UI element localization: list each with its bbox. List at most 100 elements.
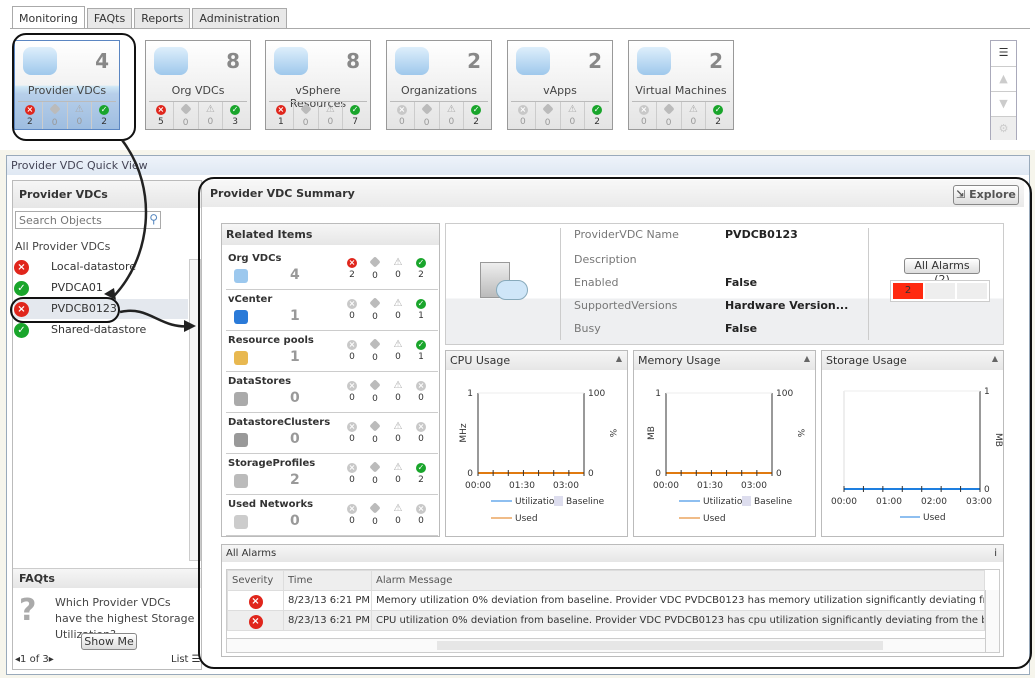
list-item[interactable]: × Local-datastore (14, 257, 188, 277)
tile-stat[interactable]: × 1 (269, 102, 293, 129)
list-item[interactable]: ✓ Shared-datastore (14, 320, 188, 340)
related-item[interactable]: DatastoreClusters 0 × 0 0 ⚠ 0 × 0 (226, 413, 438, 454)
tab-faqts[interactable]: FAQts (86, 8, 133, 28)
y-axis-label: MB (647, 426, 657, 440)
critical-alarm-count[interactable]: 2 (893, 283, 923, 299)
related-item-name: StorageProfiles (228, 458, 316, 469)
tile-stat[interactable]: 0 (172, 102, 198, 129)
tile-org-vdcs[interactable]: 8 Org VDCs × 5 0 ⚠ 0 ✓ 3 (145, 40, 251, 130)
tile-vapps[interactable]: 2 vApps × 0 0 ⚠ 0 ✓ 2 (507, 40, 613, 130)
related-item[interactable]: Org VDCs 4 × 2 0 ⚠ 0 ✓ 2 (226, 249, 438, 290)
alarms-hscrollbar[interactable] (227, 638, 985, 652)
related-stat-count: 0 (395, 352, 401, 362)
alarm-row[interactable]: × 8/23/13 6:21 PM CPU utilization 0% devia… (227, 610, 985, 631)
tile-stat[interactable]: ⚠ 0 (317, 102, 343, 129)
tile-vsphere-resources[interactable]: 8 vSphere Resources × 1 0 ⚠ 0 ✓ 7 (265, 40, 371, 130)
list-menu-icon[interactable]: ☰ (998, 46, 1009, 59)
tile-provider-vdcs[interactable]: 4 Provider VDCs × 2 0 ⚠ 0 ✓ 2 (14, 40, 120, 130)
tile-stat-count: 5 (158, 117, 164, 127)
tab-reports[interactable]: Reports (134, 8, 191, 28)
collapse-icon[interactable]: ▲ (615, 354, 622, 363)
tile-stat-count: 1 (278, 117, 284, 127)
tile-stat[interactable]: 0 (655, 102, 681, 129)
column-header[interactable]: Alarm Message (371, 570, 985, 591)
tile-stat[interactable]: × 0 (632, 102, 656, 129)
tile-stat[interactable]: ⚠ 0 (197, 102, 223, 129)
alarm-row[interactable]: × 8/23/13 6:21 PM Memory utilization 0% de… (227, 590, 985, 611)
tab-monitoring[interactable]: Monitoring (12, 6, 85, 28)
tile-label: Org VDCs (171, 84, 225, 97)
error-inactive-icon: × (347, 381, 357, 391)
search-icon[interactable]: ⚲ (149, 212, 158, 226)
related-stat-count: 0 (418, 393, 424, 403)
alarms-vscrollbar[interactable] (985, 590, 999, 652)
related-stat-count: 0 (372, 271, 378, 281)
tile-stat[interactable]: ⚠ 0 (559, 102, 585, 129)
tile-stat[interactable]: ⚠ 0 (438, 102, 464, 129)
critical-severity-icon: × (248, 615, 263, 629)
search-input[interactable] (16, 212, 142, 228)
related-item-count: 1 (290, 349, 300, 365)
tile-stat[interactable]: ✓ 2 (91, 102, 116, 129)
tile-stat[interactable]: 0 (292, 102, 318, 129)
tile-stat[interactable]: ✓ 2 (584, 102, 609, 129)
tile-stat[interactable]: ✓ 2 (705, 102, 730, 129)
info-icon[interactable]: i (994, 548, 997, 559)
tile-status-counts: × 0 0 ⚠ 0 ✓ 2 (632, 101, 730, 129)
related-item[interactable]: Used Networks 0 × 0 0 ⚠ 0 × 0 (226, 495, 438, 536)
tile-stat[interactable]: × 0 (511, 102, 535, 129)
related-item[interactable]: Resource pools 1 × 0 0 ⚠ 0 ✓ 1 (226, 331, 438, 372)
tab-administration[interactable]: Administration (192, 8, 287, 28)
tile-stat[interactable]: × 2 (18, 102, 42, 129)
explore-button[interactable]: ⇲ Explore (953, 185, 1019, 205)
tile-stat[interactable]: ⚠ 0 (680, 102, 706, 129)
tile-stat[interactable]: ⚠ 0 (66, 102, 92, 129)
tile-organizations[interactable]: 2 Organizations × 0 0 ⚠ 0 ✓ 2 (386, 40, 492, 130)
collapse-icon[interactable]: ▲ (803, 354, 810, 363)
related-item[interactable]: StorageProfiles 2 × 0 0 ⚠ 0 ✓ 2 (226, 454, 438, 495)
tile-count: 4 (95, 49, 109, 73)
tile-stat[interactable]: × 5 (149, 102, 173, 129)
tile-stat[interactable]: × 0 (390, 102, 414, 129)
settings-icon[interactable]: ⚙ (991, 116, 1016, 140)
scroll-down-icon[interactable]: ▼ (991, 91, 1016, 116)
property-value: False (725, 276, 758, 289)
tile-stat[interactable]: 0 (534, 102, 560, 129)
related-items-panel: Related Items Org VDCs 4 × 2 0 ⚠ 0 ✓ 2 vCenter 1 × 0… (221, 223, 440, 537)
related-item-stat: 0 (367, 296, 383, 322)
list-item[interactable]: ✓ PVDCA01 (14, 278, 188, 298)
y2-tick-label: 100 (776, 389, 793, 399)
scroll-up-icon[interactable]: ▲ (991, 66, 1016, 91)
warning-icon: ⚠ (688, 104, 698, 115)
list-item-name: Local-datastore (51, 260, 137, 273)
collapse-icon[interactable]: ▲ (991, 354, 998, 363)
tile-stat-count: 0 (207, 117, 214, 127)
related-item-stat: ⚠ 0 (390, 378, 406, 404)
error-inactive-icon: × (347, 504, 357, 514)
warning-alarm-count[interactable] (925, 283, 955, 299)
chart-title: Memory Usage (634, 351, 815, 370)
tile-stat[interactable]: ✓ 2 (463, 102, 488, 129)
related-stat-count: 0 (349, 475, 355, 485)
info-alarm-count[interactable] (957, 283, 987, 299)
tile-stat[interactable]: ✓ 7 (342, 102, 367, 129)
tile-stat[interactable]: 0 (41, 102, 67, 129)
related-item-icon (234, 392, 248, 406)
related-item[interactable]: DataStores 0 × 0 0 ⚠ 0 × 0 (226, 372, 438, 413)
warning-icon: ⚠ (393, 503, 403, 514)
tile-stat[interactable]: ✓ 3 (222, 102, 247, 129)
tile-stat[interactable]: 0 (413, 102, 439, 129)
tile-virtual-machines[interactable]: 2 Virtual Machines × 0 0 ⚠ 0 ✓ 2 (628, 40, 734, 130)
related-stat-count: 1 (418, 311, 424, 321)
tile-stat-count: 0 (423, 118, 430, 128)
related-item-stat: × 0 (344, 296, 360, 321)
legend-label: Baseline (754, 497, 793, 507)
related-stat-count: 2 (418, 475, 424, 485)
faq-pager[interactable]: ◂1 of 3▸ (15, 654, 54, 665)
related-stat-count: 0 (349, 393, 355, 403)
related-item[interactable]: vCenter 1 × 0 0 ⚠ 0 ✓ 1 (226, 290, 438, 331)
faq-list-link[interactable]: List ☰ (171, 654, 201, 665)
related-item-stat: ✓ 1 (413, 296, 429, 321)
show-me-button[interactable]: Show Me (81, 633, 137, 650)
